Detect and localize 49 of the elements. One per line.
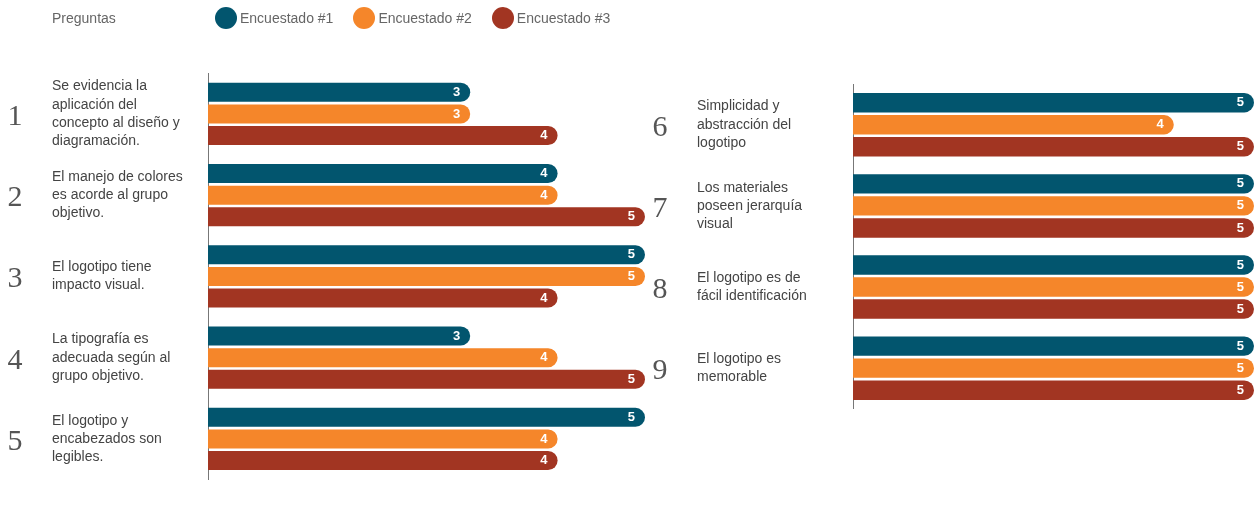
text: 1	[7, 97, 23, 131]
text: 5	[7, 422, 23, 456]
data-label: 3	[452, 83, 461, 99]
text: 7	[652, 189, 668, 223]
data-label: 4	[540, 165, 549, 181]
text: 6	[652, 108, 668, 142]
data-label: 3	[452, 327, 461, 343]
data-label: 5	[1236, 337, 1244, 353]
y-tick-label: Simplicidad y abstracción del logotipo	[697, 97, 792, 150]
legend-label: Encuestado #3	[516, 10, 611, 26]
data-label: 5	[1236, 300, 1244, 316]
data-label: 5	[627, 208, 635, 224]
data-label: 5	[627, 246, 635, 262]
data-label: 5	[1236, 94, 1244, 110]
data-label: 5	[627, 370, 635, 386]
y-tick-label: El logotipo es de fácil identificación	[697, 268, 807, 303]
y-tick-label: El manejo de colores es acorde al grupo objetivo.	[52, 167, 183, 221]
data-label: 5	[1236, 359, 1244, 375]
text: 2	[7, 179, 23, 213]
data-label: 4	[540, 349, 549, 365]
text: 8	[652, 270, 668, 304]
y-tick-label: Los materiales poseen jerarquía visual	[697, 178, 803, 231]
data-label: 5	[1236, 138, 1244, 154]
data-label: 5	[1236, 197, 1244, 213]
data-label: 5	[627, 408, 635, 424]
y-tick-label: La tipografía es adecuada según al grupo objetivo.	[52, 330, 171, 383]
text: 3	[7, 260, 23, 294]
data-label: 4	[540, 452, 549, 468]
data-label: 5	[1236, 175, 1244, 191]
data-label: 3	[452, 105, 461, 121]
data-label: 4	[540, 289, 549, 305]
data-label: 4	[540, 186, 549, 202]
data-label: 5	[1236, 256, 1244, 272]
text: 9	[652, 352, 668, 386]
y-tick-label: Se evidencia la aplicación del concepto al diseño y diagramación.	[52, 77, 180, 149]
data-label: 5	[627, 268, 635, 284]
data-label: 5	[1236, 219, 1244, 235]
y-tick-label: El logotipo es memorable	[697, 349, 782, 385]
data-label: 5	[1236, 381, 1244, 397]
legend-title: Preguntas	[52, 10, 117, 26]
y-tick-label: El logotipo y encabezados son legibles.	[52, 411, 162, 465]
legend-label: Encuestado #1	[240, 10, 334, 26]
data-label: 4	[1156, 116, 1165, 132]
y-tick-label: El logotipo tiene impacto visual.	[52, 258, 152, 293]
data-label: 4	[540, 430, 549, 446]
legend-label: Encuestado #2	[378, 10, 472, 26]
text: 4	[7, 341, 23, 375]
data-label: 4	[540, 127, 549, 143]
data-label: 5	[1236, 278, 1244, 294]
